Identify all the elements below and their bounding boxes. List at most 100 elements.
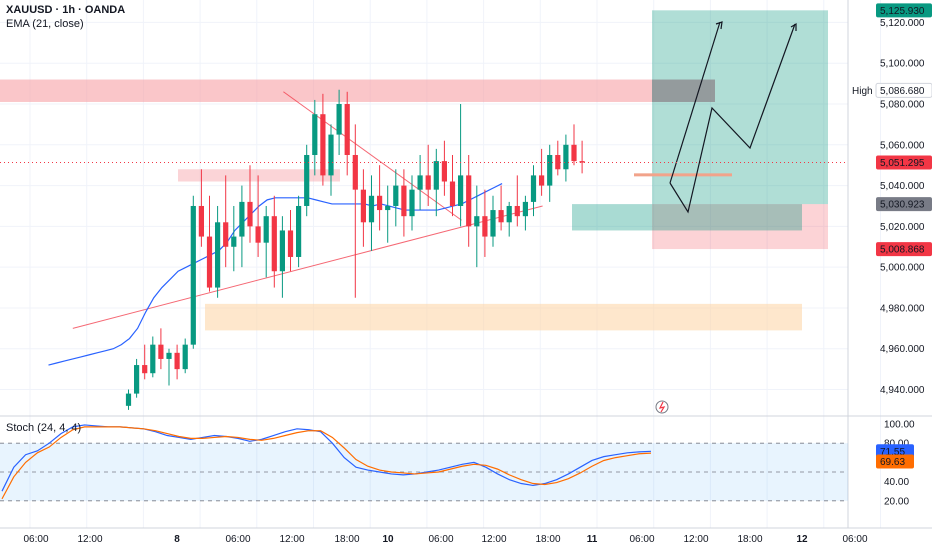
- candle-body: [304, 154, 310, 206]
- last-price-tag-text: 5,051.295: [880, 158, 925, 169]
- support-zone: [205, 303, 802, 331]
- ema-label: EMA (21, close): [6, 18, 84, 30]
- candle-body: [417, 175, 423, 190]
- entry-zone: [572, 204, 802, 231]
- candle-body: [368, 195, 375, 223]
- stoch-tick-label: 80.00: [884, 439, 909, 450]
- stop-loss-tag-text: 5,008.868: [880, 245, 925, 256]
- candle-body: [579, 161, 585, 163]
- candle-body: [134, 365, 140, 394]
- stoch-tick-label: 100.00: [884, 420, 915, 431]
- high-tag-text: 5,086.680: [880, 86, 925, 97]
- ascending-trendline: [72, 205, 543, 329]
- stoch-label: Stoch (24, 4, 4): [6, 422, 82, 434]
- high-label: High: [852, 86, 873, 97]
- candle-body: [393, 185, 399, 206]
- candle-body: [287, 230, 294, 257]
- candle-body: [142, 365, 148, 374]
- candle-body: [239, 201, 245, 237]
- candle-body: [150, 344, 156, 374]
- candle-body: [433, 161, 439, 190]
- price-tick-label: 4,940.000: [880, 385, 925, 396]
- stoch-d-line: [1, 426, 652, 500]
- candle-body: [125, 393, 132, 406]
- time-label: 12:00: [481, 534, 506, 545]
- candle-body: [377, 195, 383, 211]
- time-label: 10: [382, 534, 394, 545]
- take-profit-tag: [876, 3, 932, 18]
- high-tag: [875, 82, 932, 98]
- candle-body: [223, 222, 229, 247]
- time-label: 18:00: [535, 534, 560, 545]
- candle-body: [255, 226, 261, 243]
- time-label: 12:00: [77, 534, 102, 545]
- price-tick-label: 4,980.000: [880, 303, 925, 314]
- candle-body: [458, 175, 464, 206]
- candle-body: [490, 210, 496, 237]
- candle-body: [198, 205, 204, 237]
- candle-body: [498, 210, 504, 223]
- candle-body: [182, 344, 188, 370]
- candle-body: [506, 205, 512, 223]
- projection-arrowhead: [790, 22, 797, 31]
- projection-arrowhead: [715, 21, 723, 30]
- price-tick-label: 5,000.000: [880, 263, 925, 274]
- time-label: 11: [587, 534, 598, 545]
- overlap-box: [652, 79, 715, 102]
- candle-body: [174, 352, 180, 370]
- time-label: 18:00: [334, 534, 359, 545]
- time-label: 06:00: [842, 534, 867, 545]
- price-tick-label: 5,040.000: [880, 181, 925, 192]
- stoch-d-value: 69.63: [880, 457, 905, 468]
- candle-body: [206, 236, 213, 288]
- candle-body: [190, 205, 196, 345]
- time-label: 06:00: [428, 534, 453, 545]
- candle-body: [296, 205, 302, 257]
- position-loss-area: [652, 204, 828, 250]
- ema-line: [48, 183, 503, 366]
- candle-body: [547, 154, 553, 186]
- resistance-zone: [0, 79, 715, 102]
- candle-body: [514, 205, 520, 217]
- candle-body: [466, 175, 472, 227]
- candle-body: [215, 222, 221, 288]
- price-tick-label: 5,100.000: [880, 59, 925, 70]
- entry-tag-text: 5,030.923: [880, 200, 925, 211]
- candle-body: [409, 189, 415, 217]
- symbol-title: XAUUSD · 1h · OANDA: [6, 4, 126, 16]
- candle-body: [271, 216, 277, 272]
- time-label: 06:00: [629, 534, 654, 545]
- candle-body: [482, 216, 488, 237]
- candle-body: [344, 104, 350, 155]
- projection-up-line: [669, 21, 721, 184]
- price-tick-label: 5,120.000: [880, 18, 925, 29]
- candle-body: [279, 230, 285, 272]
- stoch-tick-label: 20.00: [884, 496, 909, 507]
- candle-body: [231, 236, 237, 247]
- entry-marker-line: [634, 173, 732, 177]
- time-label: 12: [796, 534, 808, 545]
- candle-body: [539, 175, 545, 186]
- candle-body: [401, 185, 407, 217]
- stoch-d-tag: [876, 454, 914, 469]
- candle-body: [336, 104, 342, 135]
- projection-path: [669, 23, 796, 214]
- time-label: 12:00: [279, 534, 304, 545]
- candle-body: [449, 181, 456, 206]
- candle-body: [360, 189, 366, 223]
- candle-body: [563, 144, 569, 170]
- candle-body: [441, 161, 447, 182]
- time-label: 8: [174, 534, 180, 545]
- replay-icon: [655, 400, 669, 414]
- candle-body: [166, 352, 172, 359]
- candle-body: [320, 114, 326, 176]
- mid-resistance-zone: [178, 169, 340, 182]
- lightning-icon: [658, 401, 666, 413]
- stoch-tick-label: 40.00: [884, 477, 909, 488]
- time-label: 06:00: [225, 534, 250, 545]
- time-label: 12:00: [683, 534, 708, 545]
- price-tick-label: 5,060.000: [880, 140, 925, 151]
- candle-body: [530, 175, 537, 202]
